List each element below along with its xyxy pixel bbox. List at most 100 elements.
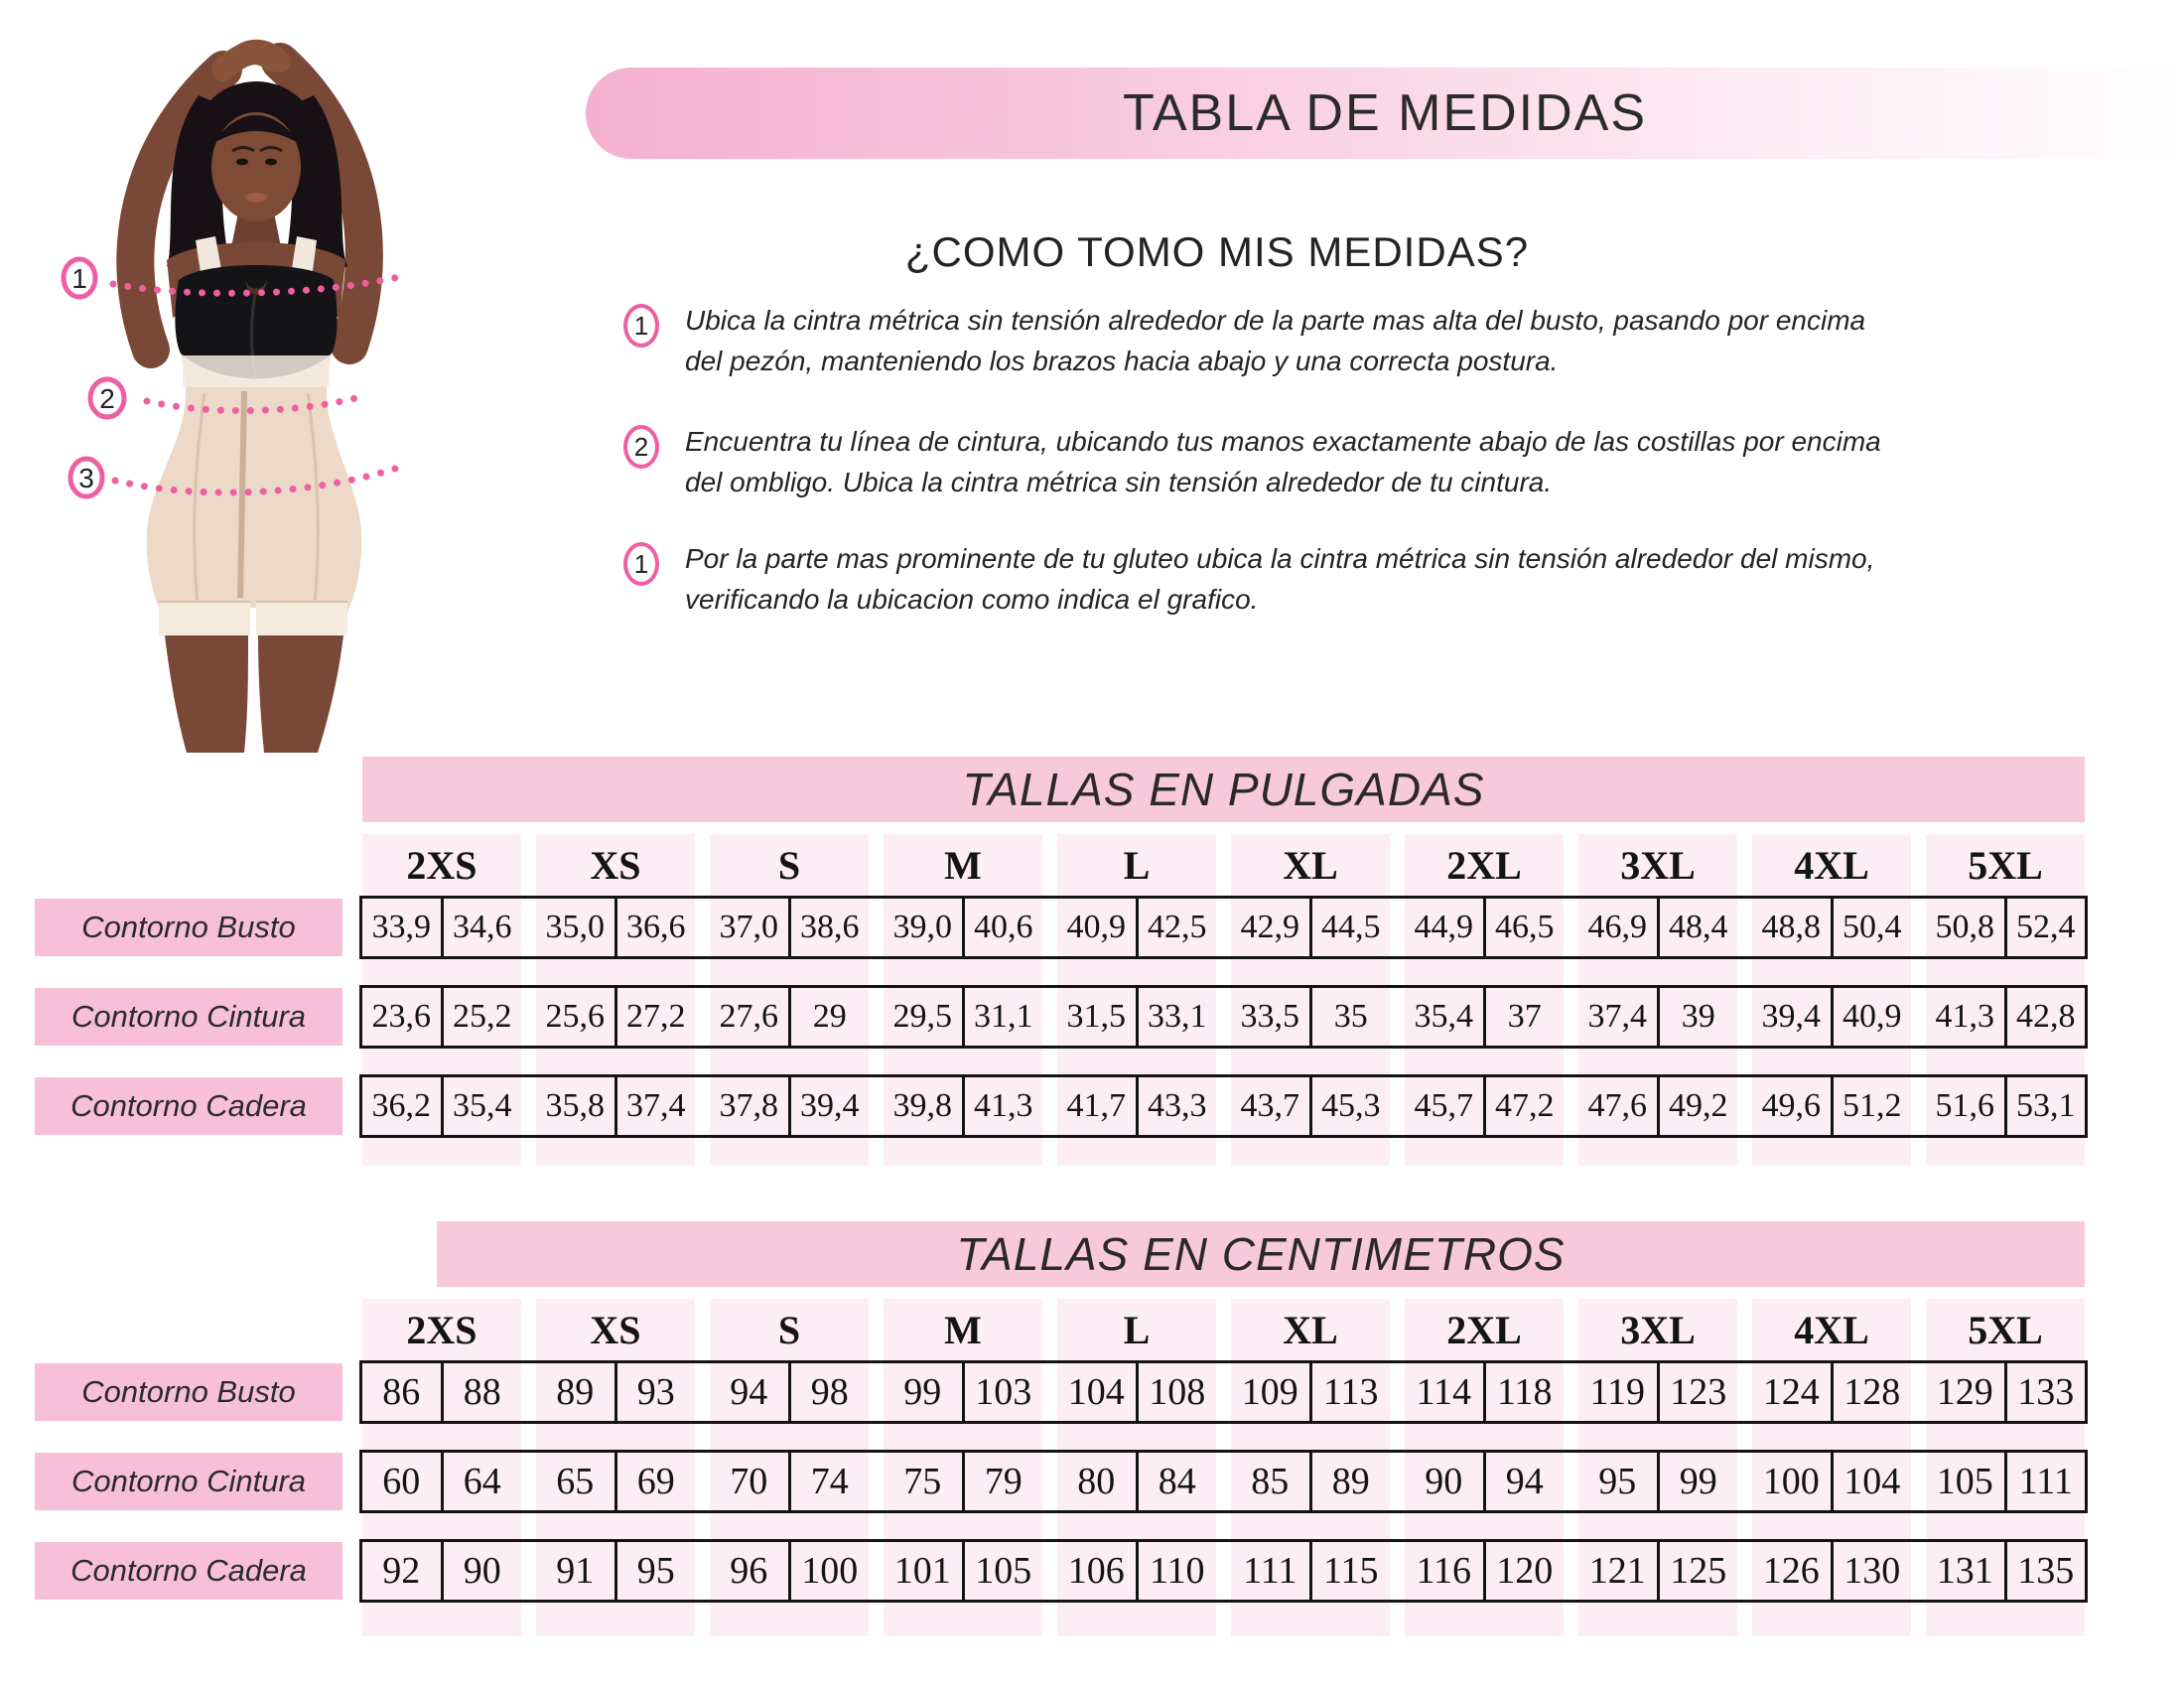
size-cell: 39,0 40,6 [884, 899, 1042, 956]
row-label: Contorno Busto [35, 899, 342, 956]
size-cell: 33,5 35 [1231, 988, 1390, 1046]
waist-measure-line [143, 393, 363, 415]
size-header: 2XS [406, 842, 478, 888]
instruction-number-badge: 2 [623, 425, 659, 469]
cell-value: 120 [1482, 1542, 1565, 1600]
cell-value: 111 [2003, 1453, 2086, 1510]
instruction-item: 2 Encuentra tu línea de cintura, ubicand… [623, 421, 1934, 502]
cell-value: 105 [1936, 1461, 1993, 1502]
cell-value: 47,2 [1482, 1077, 1565, 1135]
size-cell: 33,9 34,6 [362, 899, 521, 956]
size-header: 5XL [1968, 1307, 2043, 1352]
instruction-number-badge: 1 [623, 542, 659, 586]
cell-value: 44,9 [1414, 909, 1474, 945]
cell-value: 128 [1830, 1363, 1912, 1421]
size-cell: 27,6 29 [710, 988, 869, 1046]
size-cell: 86 88 [362, 1363, 521, 1421]
size-cell: 124 128 [1752, 1363, 1911, 1421]
size-header: XS [590, 842, 641, 888]
size-header: 4XL [1794, 1307, 1869, 1352]
instruction-text: Ubica la cintra métrica sin tensión alre… [685, 305, 1866, 376]
cell-value: 74 [787, 1453, 870, 1510]
cell-value: 38,6 [787, 899, 870, 956]
size-cell: 37,4 39 [1578, 988, 1737, 1046]
cell-value: 114 [1416, 1371, 1472, 1413]
cell-value: 34,6 [440, 899, 522, 956]
model-figure: 1 2 3 [0, 0, 437, 755]
figure-face [211, 112, 301, 221]
size-cell: 37,8 39,4 [710, 1077, 869, 1135]
hip-measure-line [111, 461, 411, 496]
table-centimetros: TALLAS EN CENTIMETROS 2XS XS S M L XL 2XL 3XL 4X… [35, 1221, 2100, 1638]
size-header: XS [590, 1307, 641, 1352]
cell-value: 41,3 [1935, 998, 1995, 1035]
cell-value: 53,1 [2003, 1077, 2086, 1135]
instruction-item: 1 Ubica la cintra métrica sin tensión al… [623, 300, 1934, 381]
waist-marker-number: 2 [99, 383, 115, 414]
row-label: Contorno Cadera [35, 1542, 342, 1600]
size-header: 3XL [1620, 842, 1696, 888]
table-title-banner: TALLAS EN PULGADAS [362, 757, 2085, 822]
cell-value: 86 [382, 1371, 421, 1413]
cell-value: 43,7 [1240, 1087, 1300, 1124]
cell-value: 131 [1936, 1550, 1993, 1592]
cell-value: 40,9 [1830, 988, 1912, 1046]
cell-value: 50,8 [1935, 909, 1995, 945]
cell-value: 37 [1482, 988, 1565, 1046]
cell-value: 43,3 [1135, 1077, 1217, 1135]
figure-leg [258, 635, 343, 753]
cell-value: 95 [614, 1542, 696, 1600]
size-cell: 119 123 [1578, 1363, 1737, 1421]
cell-value: 119 [1589, 1371, 1646, 1413]
cell-value: 42,9 [1240, 909, 1300, 945]
cell-value: 130 [1830, 1542, 1912, 1600]
size-cell: 65 69 [536, 1453, 695, 1510]
cell-value: 42,5 [1135, 899, 1217, 956]
instruction-number-badge: 1 [623, 304, 659, 348]
size-cell: 95 99 [1578, 1453, 1737, 1510]
hip-marker-circle [68, 456, 105, 499]
cell-value: 70 [730, 1461, 768, 1502]
cell-value: 110 [1135, 1542, 1217, 1600]
cell-value: 44,5 [1308, 899, 1391, 956]
cell-value: 35,8 [545, 1087, 606, 1124]
cell-value: 123 [1656, 1363, 1738, 1421]
figure-lips [245, 193, 267, 203]
cell-value: 39,0 [892, 909, 953, 945]
cell-value: 91 [556, 1550, 595, 1592]
size-cell: 105 111 [1926, 1453, 2085, 1510]
size-cell: 41,7 43,3 [1057, 1077, 1216, 1135]
cell-value: 90 [440, 1542, 522, 1600]
table-row: 23,6 25,2 25,6 27,2 27,6 29 29,5 31,1 31,5 33,1 33… [359, 985, 2088, 1049]
size-cell: 35,0 36,6 [536, 899, 695, 956]
cell-value: 51,6 [1935, 1087, 1995, 1124]
cell-value: 94 [730, 1371, 768, 1413]
cell-value: 89 [556, 1371, 595, 1413]
cell-value: 49,6 [1761, 1087, 1822, 1124]
cell-value: 27,2 [614, 988, 696, 1046]
table-row: 86 88 89 93 94 98 99 103 104 108 109 113 114 118 119 12… [359, 1360, 2088, 1424]
table-row: 92 90 91 95 96 100 101 105 106 110 111 115 116 120 121… [359, 1539, 2088, 1603]
cell-value: 29 [787, 988, 870, 1046]
size-cell: 39,4 40,9 [1752, 988, 1911, 1046]
size-cell: 104 108 [1057, 1363, 1216, 1421]
size-header: XL [1283, 1307, 1338, 1352]
cell-value: 84 [1135, 1453, 1217, 1510]
figure-hand [223, 39, 291, 72]
cell-value: 129 [1936, 1371, 1993, 1413]
cell-value: 52,4 [2003, 899, 2086, 956]
figure-eye [236, 158, 248, 166]
cell-value: 60 [382, 1461, 421, 1502]
figure-eye [265, 158, 277, 166]
cell-value: 37,4 [614, 1077, 696, 1135]
figure-seam [193, 392, 206, 617]
size-cell: 100 104 [1752, 1453, 1911, 1510]
size-cell: 131 135 [1926, 1542, 2085, 1600]
figure-seam [306, 392, 320, 617]
cell-value: 88 [440, 1363, 522, 1421]
cell-value: 108 [1135, 1363, 1217, 1421]
cell-value: 113 [1308, 1363, 1391, 1421]
table-pulgadas: TALLAS EN PULGADAS 2XS XS S M L XL 2XL 3XL 4XL 5X… [35, 757, 2100, 1174]
cell-value: 33,5 [1240, 998, 1300, 1035]
